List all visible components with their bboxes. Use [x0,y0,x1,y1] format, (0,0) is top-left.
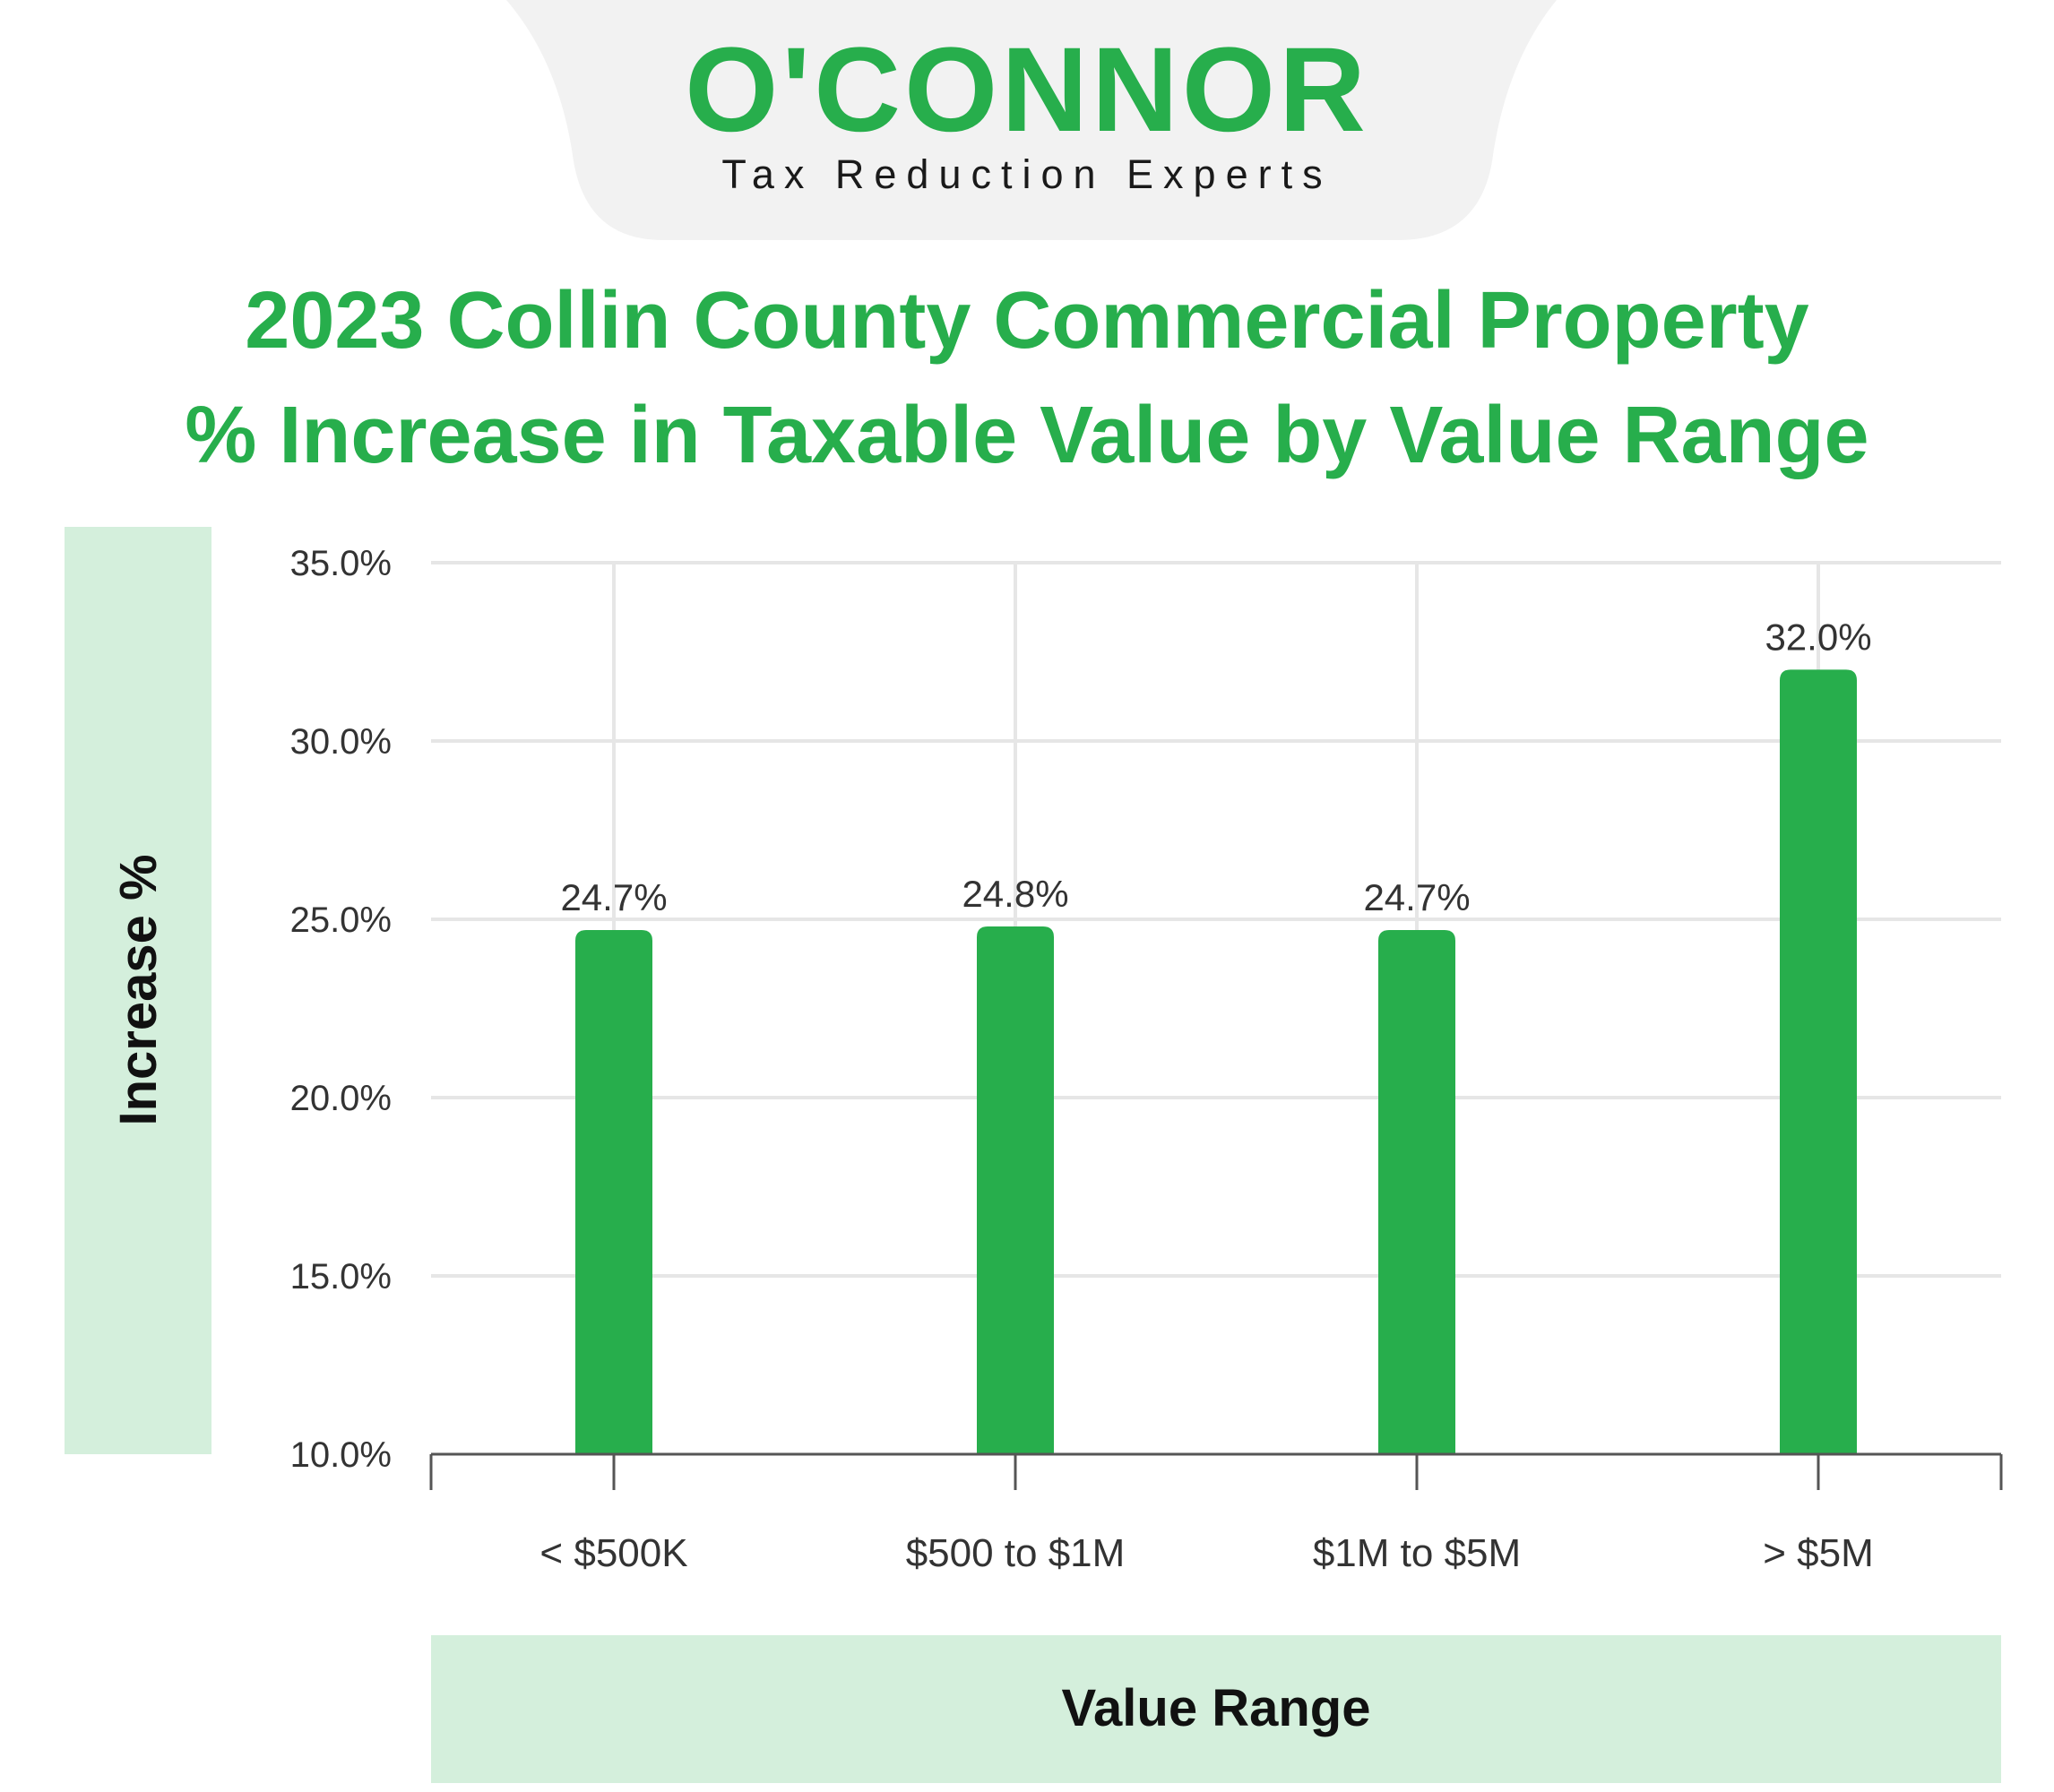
header-tab [506,0,1557,240]
y-tick-label: 30.0% [290,722,392,762]
y-axis-label: Increase % [109,854,168,1125]
bar [1378,929,1455,1454]
bar [575,929,652,1454]
logo-wordmark: O'CONNOR [685,23,1369,157]
chart-title-line1: 2023 Collin County Commercial Property [245,276,1808,366]
y-tick-label: 25.0% [290,900,392,940]
x-tick-label: $1M to $5M [1313,1531,1521,1575]
chart-title-line2: % Increase in Taxable Value by Value Ran… [185,391,1868,480]
data-labels: 24.7% 24.8% 24.7% 32.0% [560,616,1871,918]
x-tick-label: > $5M [1763,1531,1874,1575]
bars [575,669,1857,1454]
x-axis-label-panel [431,1635,2001,1783]
y-tick-label: 35.0% [290,544,392,583]
data-label: 24.7% [1363,876,1470,918]
x-axis-label: Value Range [1062,1679,1371,1737]
grid-lines [431,561,2001,1454]
bar [1780,669,1857,1454]
logo: O'CONNOR Tax Reduction Experts [685,23,1369,197]
y-tick-label: 20.0% [290,1079,392,1118]
x-tick-labels: < $500K $500 to $1M $1M to $5M > $5M [539,1531,1873,1575]
y-tick-label: 10.0% [290,1435,392,1475]
y-tick-label: 15.0% [290,1257,392,1297]
x-tick-label: $500 to $1M [906,1531,1126,1575]
y-axis-label-panel [65,527,211,1454]
y-tick-labels: 10.0% 15.0% 20.0% 25.0% 30.0% 35.0% [290,544,392,1475]
x-tick-label: < $500K [539,1531,687,1575]
data-label: 24.8% [962,873,1068,915]
bar [977,926,1054,1454]
data-label: 32.0% [1765,616,1871,658]
x-axis [429,1452,2003,1490]
data-label: 24.7% [560,876,667,918]
logo-tagline: Tax Reduction Experts [721,151,1332,197]
